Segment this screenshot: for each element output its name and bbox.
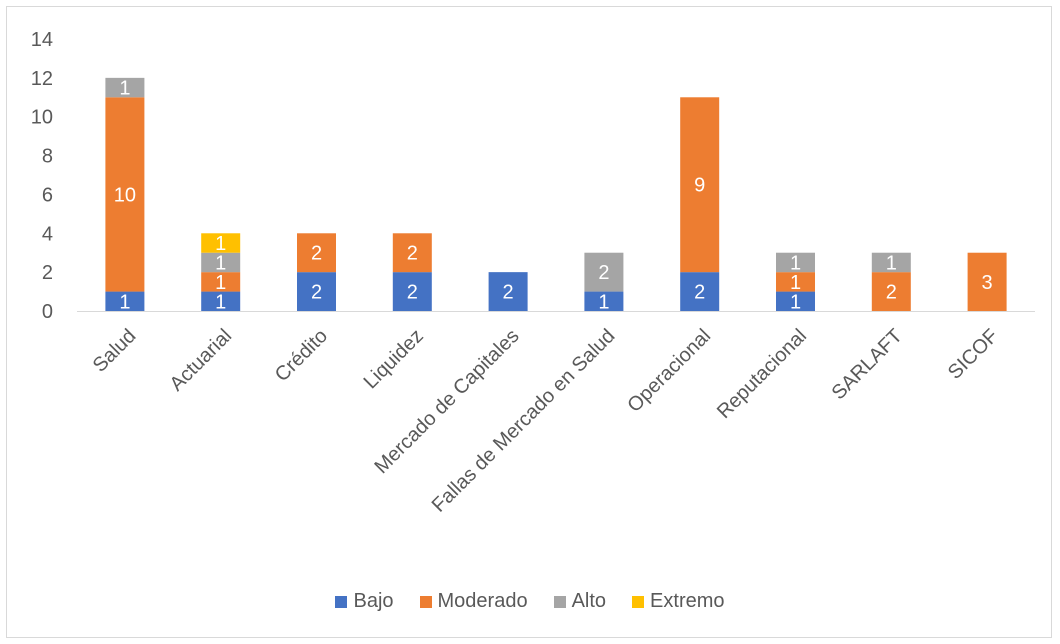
bar-fallas-de-mercado-en-salud-alto [584,252,624,292]
data-label: 2 [311,243,322,265]
bar-credito-moderado [297,233,336,273]
data-label: 1 [790,252,801,274]
data-label: 2 [407,282,418,304]
x-tick-label: Fallas de Mercado en Salud [428,325,620,517]
legend-item-bajo: Bajo [335,590,394,613]
legend-label: Alto [571,590,607,612]
y-tick-label: 4 [42,223,53,245]
data-label: 2 [311,282,322,304]
x-tick-label: SICOF [944,325,1003,384]
bar-salud-moderado [105,97,145,292]
bar-liquidez-moderado [392,233,432,273]
bar-operacional-bajo [680,272,720,311]
bar-actuarial-extremo [201,233,241,253]
bar-operacional-moderado [680,97,720,273]
y-tick-label: 0 [42,301,53,323]
data-label: 1 [215,252,226,274]
legend-item-moderado: Moderado [419,590,528,613]
data-label: 9 [694,175,705,197]
bar-actuarial-alto [201,252,241,273]
data-label: 1 [790,291,801,313]
bar-reputacional-alto [776,252,815,273]
x-tick-label: Reputacional [713,325,811,423]
legend-label: Moderado [437,590,528,612]
legend: Bajo Moderado Alto Extremo [0,590,1060,613]
bar-fallas-de-mercado-en-salud-bajo [584,291,624,311]
y-tick-label: 10 [31,107,53,129]
data-label: 1 [215,233,226,255]
data-label: 1 [598,291,609,313]
y-tick-label: 6 [42,184,53,206]
legend-swatch [553,595,566,608]
x-tick-label: Actuarial [166,325,237,396]
y-tick-label: 14 [31,29,53,51]
data-label: 1 [886,252,897,274]
data-label: 10 [114,184,136,206]
x-tick-label: SARLAFT [828,325,907,404]
y-tick-label: 2 [42,262,53,284]
bar-reputacional-bajo [776,291,815,311]
bar-sarlaft-alto [871,252,911,273]
data-label: 1 [215,272,226,294]
data-label: 2 [694,282,705,304]
bar-sicof-moderado [967,252,1007,311]
legend-swatch [632,595,645,608]
data-label: 1 [119,291,130,313]
bar-liquidez-bajo [392,272,432,311]
chart-frame [6,6,1052,638]
legend-swatch [419,595,432,608]
bar-actuarial-bajo [201,291,241,311]
data-label: 2 [598,262,609,284]
bar-salud-alto [105,77,145,98]
x-tick-label: Crédito [271,325,332,386]
data-label: 1 [790,272,801,294]
bar-reputacional-moderado [776,272,815,292]
legend-item-extremo: Extremo [632,590,725,613]
data-label: 2 [503,282,514,304]
bar-mercado-de-capitales-bajo [488,272,528,311]
x-tick-label: Liquidez [360,325,428,393]
x-tick-label: Operacional [623,325,715,417]
data-label: 3 [982,272,993,294]
y-tick-label: 12 [31,68,53,90]
legend-label: Bajo [353,590,394,612]
x-tick-label: Salud [89,325,141,377]
data-label: 2 [407,243,418,265]
data-label: 1 [119,78,130,100]
bar-salud-bajo [105,291,145,311]
bar-credito-bajo [297,272,336,311]
data-label: 1 [215,291,226,313]
legend-item-alto: Alto [553,590,607,613]
legend-label: Extremo [650,590,725,612]
y-tick-label: 8 [42,146,53,168]
bar-actuarial-moderado [201,272,241,292]
data-label: 2 [886,282,897,304]
bar-sarlaft-moderado [871,272,911,311]
legend-swatch [335,595,348,608]
